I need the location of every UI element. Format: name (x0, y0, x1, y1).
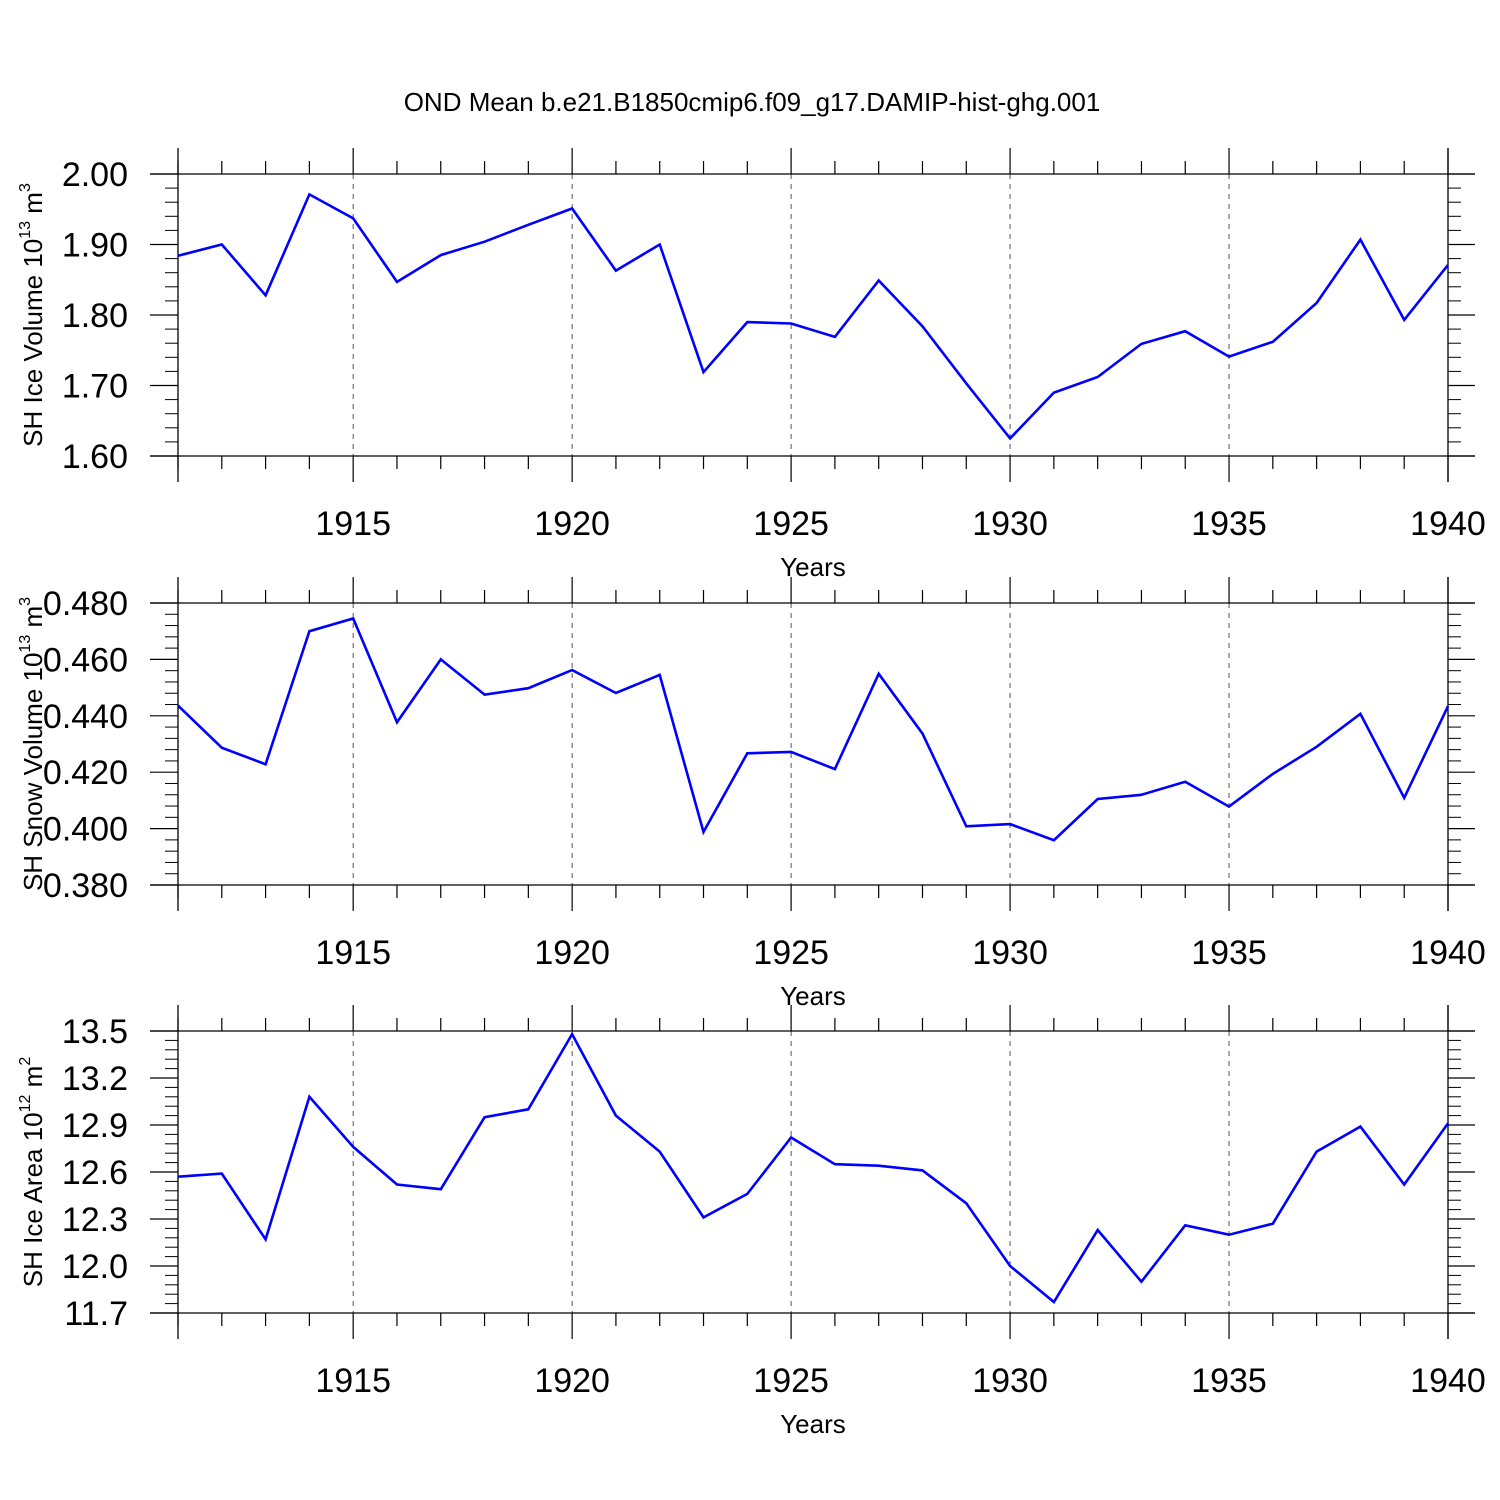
chart-panel-3: 11.7 12.0 12.3 12.6 12.9 13.2 13.5 1915 1920 1925… (17, 1005, 1486, 1439)
y-tick-label: 0.440 (43, 698, 128, 736)
x-tick-label: 1935 (1191, 505, 1267, 543)
x-tick-label: 1930 (972, 934, 1048, 972)
y-tick-label: 0.420 (43, 754, 128, 792)
x-tick-label: 1925 (753, 934, 829, 972)
x-tick-label: 1920 (534, 505, 610, 543)
series-line-1 (177, 616, 1450, 842)
y-axis-title: SH Ice Area 1012 m2 (17, 1057, 48, 1288)
y-tick-label: 0.380 (43, 867, 128, 905)
y-axis-title: SH Snow Volume 1013 m3 (17, 597, 48, 891)
series-line-1 (177, 1031, 1450, 1304)
y-tick-label: 2.00 (62, 156, 128, 194)
x-tick-label: 1925 (753, 1362, 829, 1400)
x-tick-label: 1920 (534, 934, 610, 972)
x-axis-title: Years (780, 552, 846, 582)
x-tick-label: 1935 (1191, 934, 1267, 972)
x-tick-label: 1930 (972, 505, 1048, 543)
y-tick-label: 12.3 (62, 1201, 128, 1239)
x-tick-label: 1915 (315, 1362, 391, 1400)
x-tick-label: 1915 (315, 934, 391, 972)
y-tick-label: 13.2 (62, 1060, 128, 1098)
y-tick-label: 0.400 (43, 811, 128, 849)
y-tick-label: 13.5 (62, 1013, 128, 1051)
y-tick-label: 12.6 (62, 1154, 128, 1192)
chart-panel-1: 1.60 1.70 1.80 1.90 2.00 1915 1920 1925 1930 1935… (17, 148, 1486, 582)
y-tick-label: 0.480 (43, 585, 128, 623)
panels: 1.60 1.70 1.80 1.90 2.00 1915 1920 1925 1930 1935… (17, 148, 1486, 1439)
y-tick-label: 1.60 (62, 438, 128, 476)
series-line-1 (177, 192, 1450, 441)
chart-panel-2: 0.380 0.400 0.420 0.440 0.460 0.480 1915 1920 19… (17, 577, 1486, 1011)
x-tick-label: 1930 (972, 1362, 1048, 1400)
x-tick-label: 1925 (753, 505, 829, 543)
y-tick-label: 0.460 (43, 641, 128, 679)
x-axis-title: Years (780, 1409, 846, 1439)
y-tick-label: 12.0 (62, 1248, 128, 1286)
y-tick-label: 12.9 (62, 1107, 128, 1145)
x-tick-label: 1940 (1410, 505, 1486, 543)
x-tick-label: 1940 (1410, 1362, 1486, 1400)
y-axis-title: SH Ice Volume 1013 m3 (17, 183, 48, 447)
y-tick-label: 1.90 (62, 227, 128, 265)
x-tick-label: 1920 (534, 1362, 610, 1400)
x-tick-label: 1935 (1191, 1362, 1267, 1400)
x-tick-label: 1940 (1410, 934, 1486, 972)
chart-title: OND Mean b.e21.B1850cmip6.f09_g17.DAMIP-… (404, 87, 1101, 117)
y-tick-label: 1.80 (62, 297, 128, 335)
y-tick-label: 1.70 (62, 368, 128, 406)
x-axis-title: Years (780, 981, 846, 1011)
y-tick-label: 11.7 (64, 1295, 128, 1333)
x-tick-label: 1915 (315, 505, 391, 543)
